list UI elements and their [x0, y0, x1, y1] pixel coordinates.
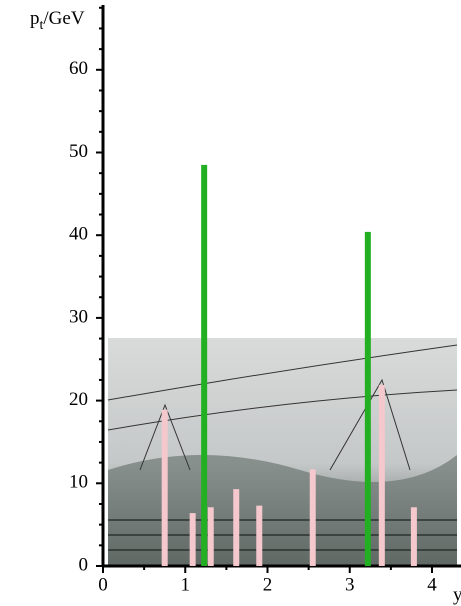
bar: [309, 469, 316, 566]
x-tick-label: 1: [181, 574, 191, 595]
y-tick-label: 60: [69, 58, 88, 79]
x-tick-label: 0: [98, 574, 108, 595]
x-axis-label: y: [453, 584, 461, 605]
bar: [161, 409, 168, 566]
bar: [410, 507, 417, 566]
y-axis-label: pt/GeV: [30, 8, 85, 33]
x-tick-label: 2: [263, 574, 273, 595]
x-tick-label: 4: [427, 574, 437, 595]
bar: [207, 507, 214, 566]
y-axis-label-main: p: [30, 8, 40, 29]
bar: [364, 231, 371, 566]
y-tick-label: 10: [69, 472, 88, 493]
bar: [378, 384, 385, 566]
bar: [201, 164, 208, 566]
bar: [189, 513, 196, 566]
bar: [233, 489, 240, 566]
y-axis-label-sub: t: [40, 18, 44, 33]
y-axis-label-rest: /GeV: [43, 8, 84, 29]
y-tick-label: 0: [79, 554, 89, 575]
bar: [256, 505, 263, 566]
background-photo: [107, 338, 458, 566]
y-tick-label: 20: [69, 389, 88, 410]
y-tick-label: 40: [69, 224, 88, 245]
y-tick-label: 50: [69, 141, 88, 162]
y-tick-label: 30: [69, 306, 88, 327]
x-tick-label: 3: [345, 574, 355, 595]
